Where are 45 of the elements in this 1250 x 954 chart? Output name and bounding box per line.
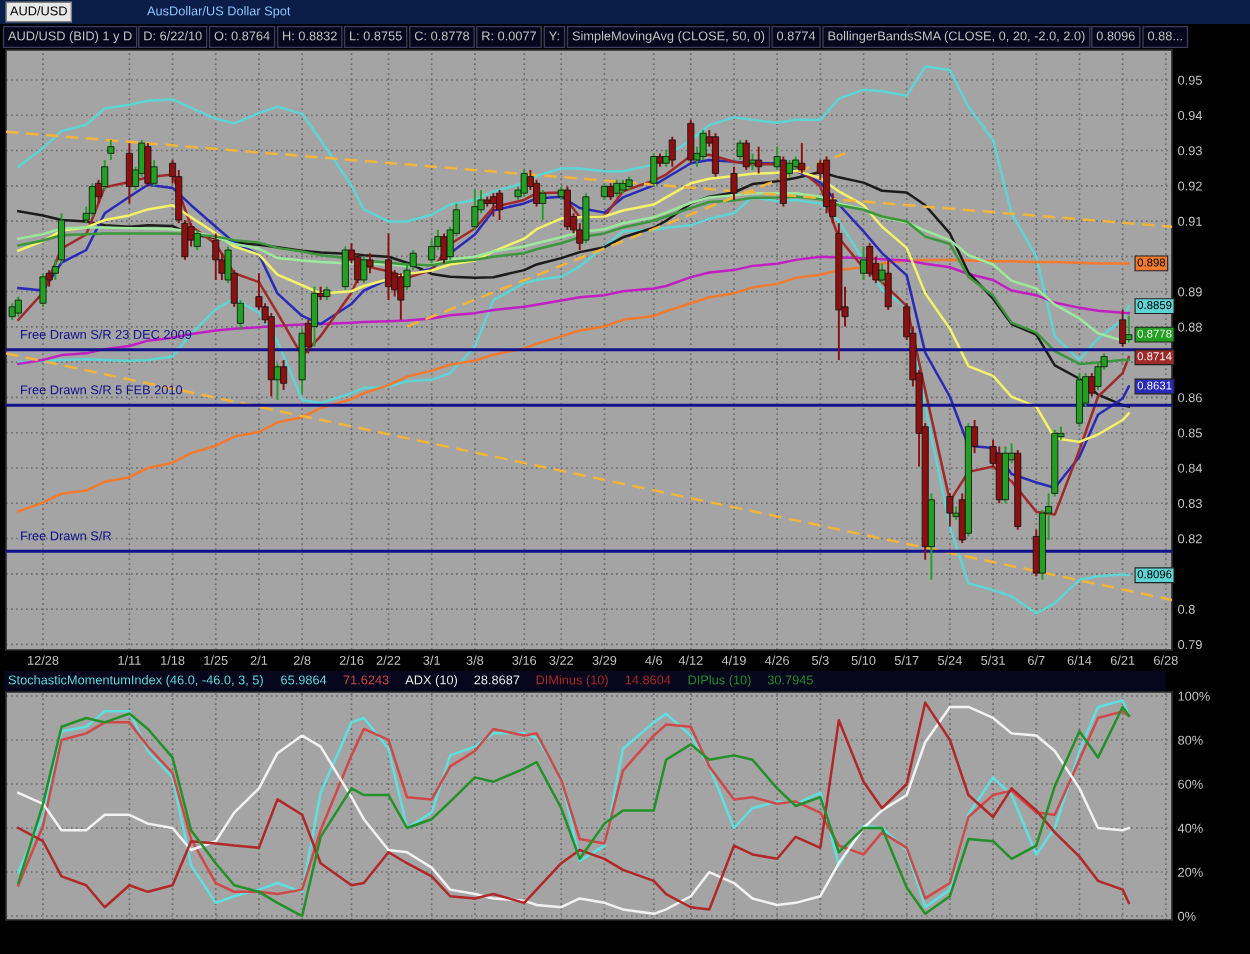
candlestick (668, 135, 676, 168)
candlestick (946, 492, 954, 528)
candlestick (699, 129, 707, 162)
candlestick (533, 178, 541, 208)
candlestick (298, 329, 306, 395)
candlestick (711, 132, 719, 178)
line-series (17, 258, 1131, 513)
candlestick (650, 152, 658, 188)
candlestick (471, 189, 479, 231)
candlestick (563, 185, 571, 231)
line-series (17, 195, 1131, 615)
candlestick (755, 145, 763, 175)
candlestick (212, 232, 220, 281)
candlestick (440, 232, 448, 265)
candlestick (1001, 445, 1009, 505)
line-series (17, 255, 1131, 366)
candlestick (742, 138, 750, 171)
candlestick (496, 189, 504, 221)
candlestick (1088, 372, 1096, 398)
candlestick (360, 255, 368, 285)
candlestick (88, 182, 96, 218)
candlestick (384, 232, 392, 302)
candlestick (144, 142, 152, 188)
candlestick (193, 228, 201, 251)
line-series (17, 65, 1131, 362)
candlestick (736, 138, 744, 162)
candlestick (582, 192, 590, 245)
candlestick (39, 272, 47, 308)
candlestick (884, 258, 892, 311)
candlestick (125, 142, 133, 205)
candlestick (866, 242, 874, 278)
candlestick (520, 168, 528, 198)
candlestick (101, 159, 109, 192)
candlestick (860, 245, 868, 281)
candlestick (397, 272, 405, 321)
candlestick (280, 359, 288, 392)
candlestick (539, 189, 547, 221)
candlestick (489, 192, 497, 218)
candlestick (14, 295, 22, 318)
candlestick (1119, 308, 1127, 348)
candlestick (107, 138, 115, 162)
candlestick (366, 252, 374, 275)
candlestick (687, 118, 695, 165)
candlestick (310, 285, 318, 348)
candlestick (341, 245, 349, 291)
